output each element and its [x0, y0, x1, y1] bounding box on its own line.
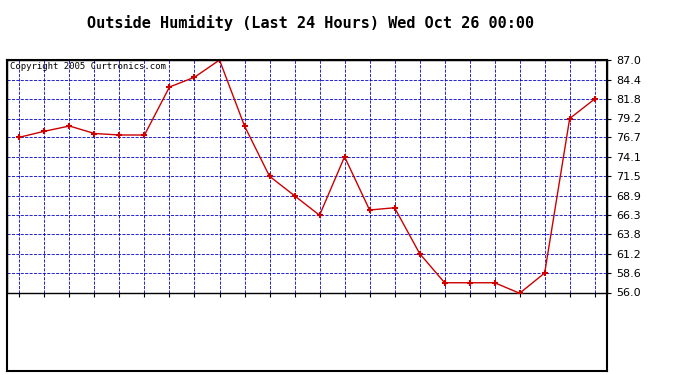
Text: 20:00: 20:00: [490, 300, 500, 331]
Text: Copyright 2005 Curtronics.com: Copyright 2005 Curtronics.com: [10, 62, 166, 71]
Text: 12:00: 12:00: [290, 300, 299, 331]
Text: 11:00: 11:00: [264, 300, 275, 331]
Text: 01:00: 01:00: [14, 300, 24, 331]
Text: 21:00: 21:00: [515, 300, 524, 331]
Text: 05:00: 05:00: [115, 300, 124, 331]
Text: 06:00: 06:00: [139, 300, 150, 331]
Text: 08:00: 08:00: [190, 300, 199, 331]
Text: 14:00: 14:00: [339, 300, 350, 331]
Text: 13:00: 13:00: [315, 300, 324, 331]
Text: 02:00: 02:00: [39, 300, 50, 331]
Text: 04:00: 04:00: [90, 300, 99, 331]
Text: 07:00: 07:00: [164, 300, 175, 331]
Text: 00:00: 00:00: [590, 300, 600, 331]
Text: 19:00: 19:00: [464, 300, 475, 331]
Text: 18:00: 18:00: [440, 300, 450, 331]
Text: 16:00: 16:00: [390, 300, 400, 331]
Text: 09:00: 09:00: [215, 300, 224, 331]
Text: 15:00: 15:00: [364, 300, 375, 331]
Text: Outside Humidity (Last 24 Hours) Wed Oct 26 00:00: Outside Humidity (Last 24 Hours) Wed Oct…: [87, 15, 534, 31]
Text: 22:00: 22:00: [540, 300, 550, 331]
Text: 03:00: 03:00: [64, 300, 75, 331]
Text: 17:00: 17:00: [415, 300, 424, 331]
Text: 10:00: 10:00: [239, 300, 250, 331]
Text: 23:00: 23:00: [564, 300, 575, 331]
